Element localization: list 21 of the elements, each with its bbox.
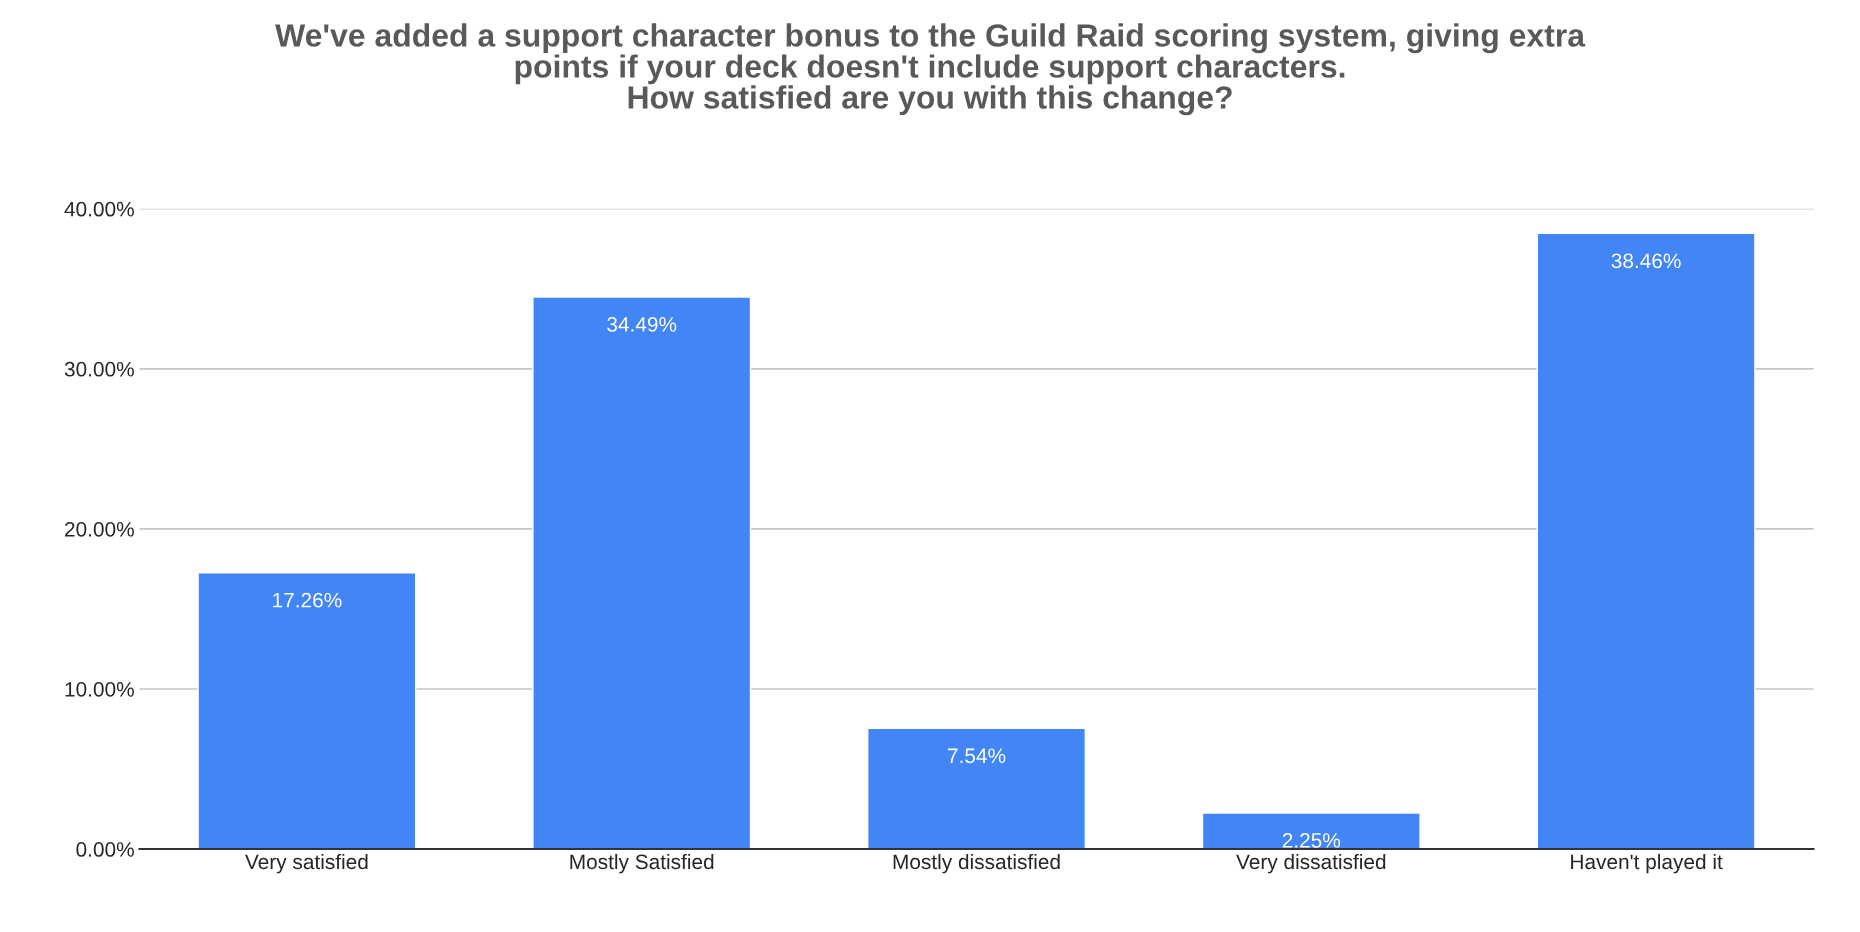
bar (532, 296, 752, 850)
x-tick-label: Mostly dissatisfied (893, 853, 1060, 874)
data-label: 17.26% (273, 592, 342, 608)
bar (866, 727, 1087, 850)
y-tick-label: 30.00% (64, 361, 134, 377)
chart-title: We've added a support character bonus to the Guild Raid scoring system, giving extra points if your deck doesn't include support characters. How satisfied are you with this change? (275, 23, 1586, 116)
data-label: 2.25% (1282, 833, 1341, 848)
y-tick-label: 0.00% (76, 842, 134, 857)
data-label: 7.54% (948, 748, 1006, 764)
data-label: 34.49% (607, 316, 677, 332)
x-tick-label: Mostly Satisfied (570, 853, 714, 874)
data-label: 38.46% (1611, 253, 1681, 269)
bar (1201, 812, 1421, 850)
x-tick-label: Very dissatisfied (1236, 853, 1386, 874)
bar (197, 572, 417, 850)
y-tick-label: 20.00% (65, 521, 134, 537)
y-tick-label: 40.00% (64, 201, 134, 217)
bar (1536, 232, 1756, 850)
y-tick-label: 10.00% (65, 681, 134, 697)
x-tick-label: Very satisfied (245, 853, 368, 874)
x-tick-label: Haven't played it (1571, 853, 1723, 874)
